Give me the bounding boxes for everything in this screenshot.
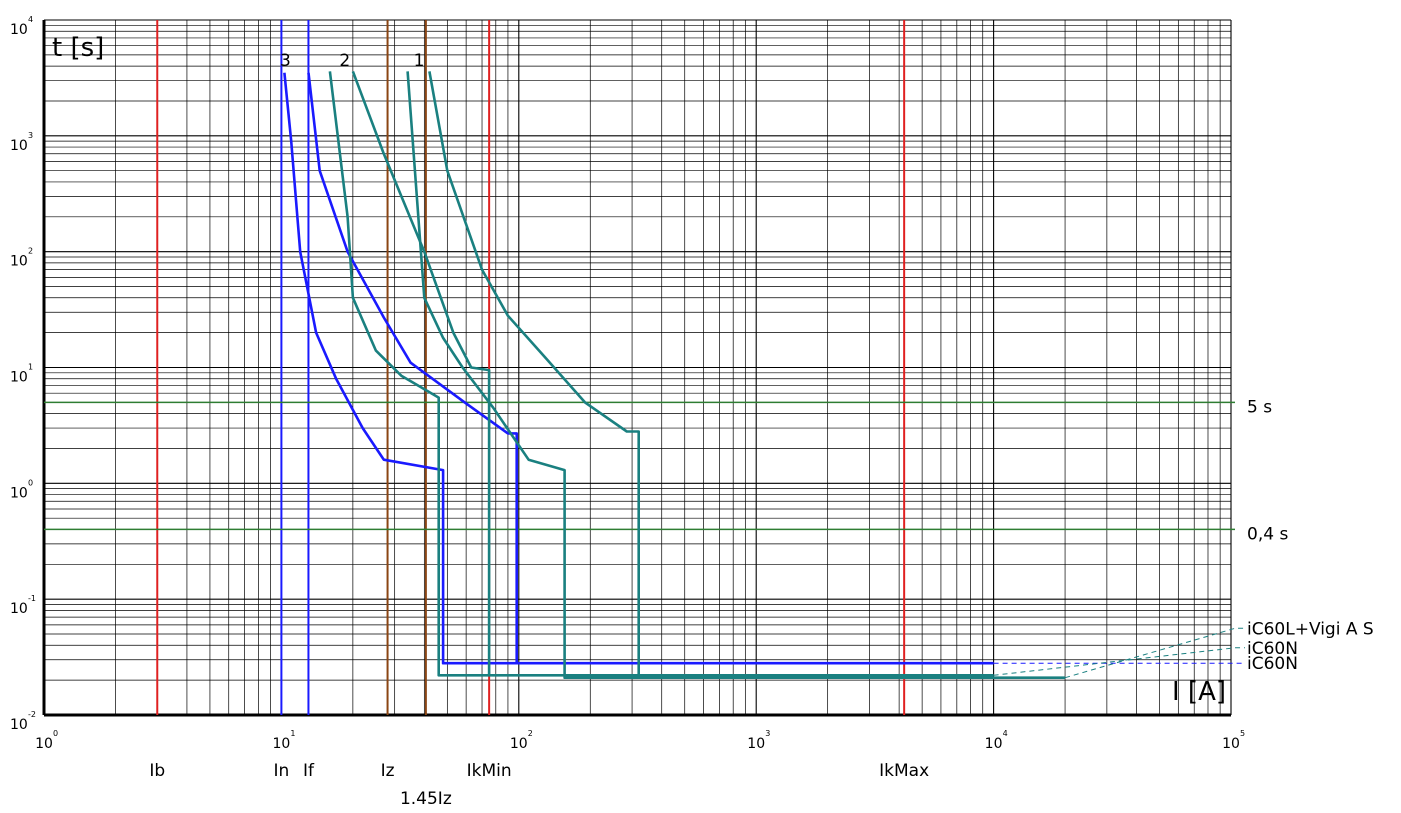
curve-number-label: 1 [414, 51, 425, 71]
marker-label-ikmax: IkMax [879, 761, 929, 781]
x-axis-title: I [A] [1172, 677, 1226, 707]
y-tick-exponent: 3 [28, 131, 33, 140]
marker-label-horizontal: 5 s [1247, 397, 1272, 417]
legend-label: iC60N [1247, 639, 1298, 659]
axis-labels: t [s] I [A] Ib In If Iz1.45Iz IkMin IkMax 5 s 0… [10, 15, 1288, 809]
series-curve-right [428, 71, 641, 678]
x-tick-exponent: 4 [1003, 729, 1008, 738]
series-curve-left [406, 71, 1066, 680]
y-tick-exponent: 4 [28, 15, 33, 24]
marker-label-horizontal: 0,4 s [1247, 524, 1288, 544]
series-curve-left [283, 72, 994, 665]
x-tick-exponent: 1 [290, 729, 295, 738]
x-tick-label: 10 [747, 736, 765, 752]
y-tick-label: 10 [10, 370, 28, 386]
x-tick-label: 10 [510, 736, 528, 752]
marker-label-ib: Ib [149, 761, 165, 781]
x-tick-label: 10 [35, 736, 53, 752]
marker-label-iz: Iz [381, 761, 395, 781]
series-curve-right [307, 72, 519, 664]
y-tick-label: 10 [10, 485, 28, 501]
y-tick-exponent: 2 [28, 247, 33, 256]
marker-lines [44, 20, 1235, 715]
series-curve-left [328, 71, 994, 677]
curve-number-label: 3 [280, 51, 291, 71]
marker-label-ikmin: IkMin [467, 761, 512, 781]
y-axis-title: t [s] [52, 33, 104, 63]
y-tick-label: 10 [10, 601, 28, 617]
legend-leader-line [1064, 627, 1245, 679]
y-tick-label: 10 [10, 138, 28, 154]
legend-label: iC60L+Vigi A S [1247, 619, 1374, 639]
x-tick-exponent: 3 [765, 729, 770, 738]
x-tick-label: 10 [1222, 736, 1240, 752]
x-tick-exponent: 2 [528, 729, 533, 738]
y-tick-exponent: 0 [28, 478, 33, 487]
y-tick-exponent: -2 [28, 710, 36, 719]
marker-label-in: In [274, 761, 290, 781]
y-tick-exponent: 1 [28, 363, 33, 372]
curve-number-label: 2 [339, 51, 350, 71]
marker-label-if: If [303, 761, 315, 781]
plot-frame [42, 19, 1232, 717]
x-tick-label: 10 [272, 736, 290, 752]
y-tick-label: 10 [10, 254, 28, 270]
marker-label-1-45iz: 1.45Iz [400, 789, 452, 809]
y-tick-exponent: -1 [28, 594, 36, 603]
x-tick-exponent: 0 [53, 729, 58, 738]
legend-label: iC60N [1247, 654, 1298, 674]
y-tick-label: 10 [10, 717, 28, 733]
series-curves [283, 70, 1066, 680]
series-curve-right [351, 70, 491, 676]
x-tick-label: 10 [985, 736, 1003, 752]
x-tick-exponent: 5 [1240, 729, 1245, 738]
y-tick-label: 10 [10, 22, 28, 38]
